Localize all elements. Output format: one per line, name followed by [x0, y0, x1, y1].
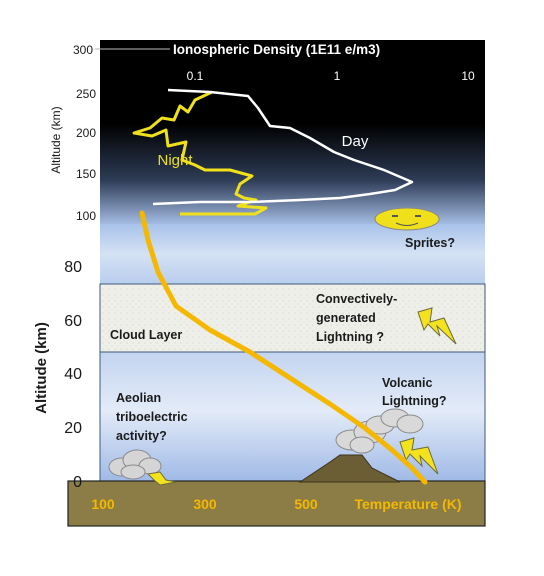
- upper-tick-250: 250: [76, 87, 96, 101]
- aeolian-label-line1: Aeolian: [116, 391, 161, 405]
- sprites-icon: [374, 207, 440, 231]
- temperature-tick-100: 100: [91, 496, 115, 512]
- lower-tick-0: 0: [73, 474, 82, 491]
- upper-tick-300: 300: [73, 43, 93, 57]
- upper-altitude-axis-label: Altitude (km): [49, 106, 63, 173]
- night-label: Night: [157, 152, 193, 169]
- night-density-curve: [132, 90, 268, 216]
- convective-label-line2: generated: [316, 311, 376, 325]
- aeolian-dust-clouds: [108, 449, 162, 480]
- cloud-layer-label: Cloud Layer: [110, 328, 182, 342]
- temperature-tick-300: 300: [193, 496, 217, 512]
- temperature-axis-label: Temperature (K): [354, 496, 461, 512]
- convective-label-line1: Convectively-: [316, 292, 397, 306]
- density-tick-1: 1: [334, 69, 341, 83]
- lightning-convective-icon: [417, 307, 457, 345]
- lower-tick-60: 60: [64, 313, 82, 330]
- lower-tick-40: 40: [64, 366, 82, 383]
- day-label: Day: [342, 133, 369, 150]
- volcano: [298, 454, 401, 483]
- upper-tick-200: 200: [76, 126, 96, 140]
- temperature-profile-curve: [139, 210, 428, 485]
- density-tick-10: 10: [461, 69, 475, 83]
- density-tick-0-1: 0.1: [187, 69, 204, 83]
- upper-atmosphere-band: [100, 224, 485, 284]
- volcanic-label-line2: Lightning?: [382, 394, 447, 408]
- upper-tick-150: 150: [76, 167, 96, 181]
- aeolian-label-line3: activity?: [116, 429, 167, 443]
- ionosphere-sky: [100, 40, 485, 226]
- temperature-tick-500: 500: [294, 496, 318, 512]
- lower-tick-20: 20: [64, 420, 82, 437]
- ionosphere-title: Ionospheric Density (1E11 e/m3): [173, 42, 380, 57]
- volcanic-label-line1: Volcanic: [382, 376, 433, 390]
- convective-label-line3: Lightning ?: [316, 330, 384, 344]
- ground-surface: [67, 480, 486, 527]
- day-density-curve: [152, 88, 414, 206]
- lightning-volcanic-icon: [399, 437, 439, 475]
- lower-tick-80: 80: [64, 259, 82, 276]
- upper-tick-100: 100: [76, 209, 96, 223]
- lower-altitude-axis-label: Altitude (km): [33, 322, 50, 414]
- lightning-surface-icon: [146, 471, 177, 486]
- aeolian-label-line2: triboelectric: [116, 410, 188, 424]
- sprites-label: Sprites?: [405, 236, 455, 250]
